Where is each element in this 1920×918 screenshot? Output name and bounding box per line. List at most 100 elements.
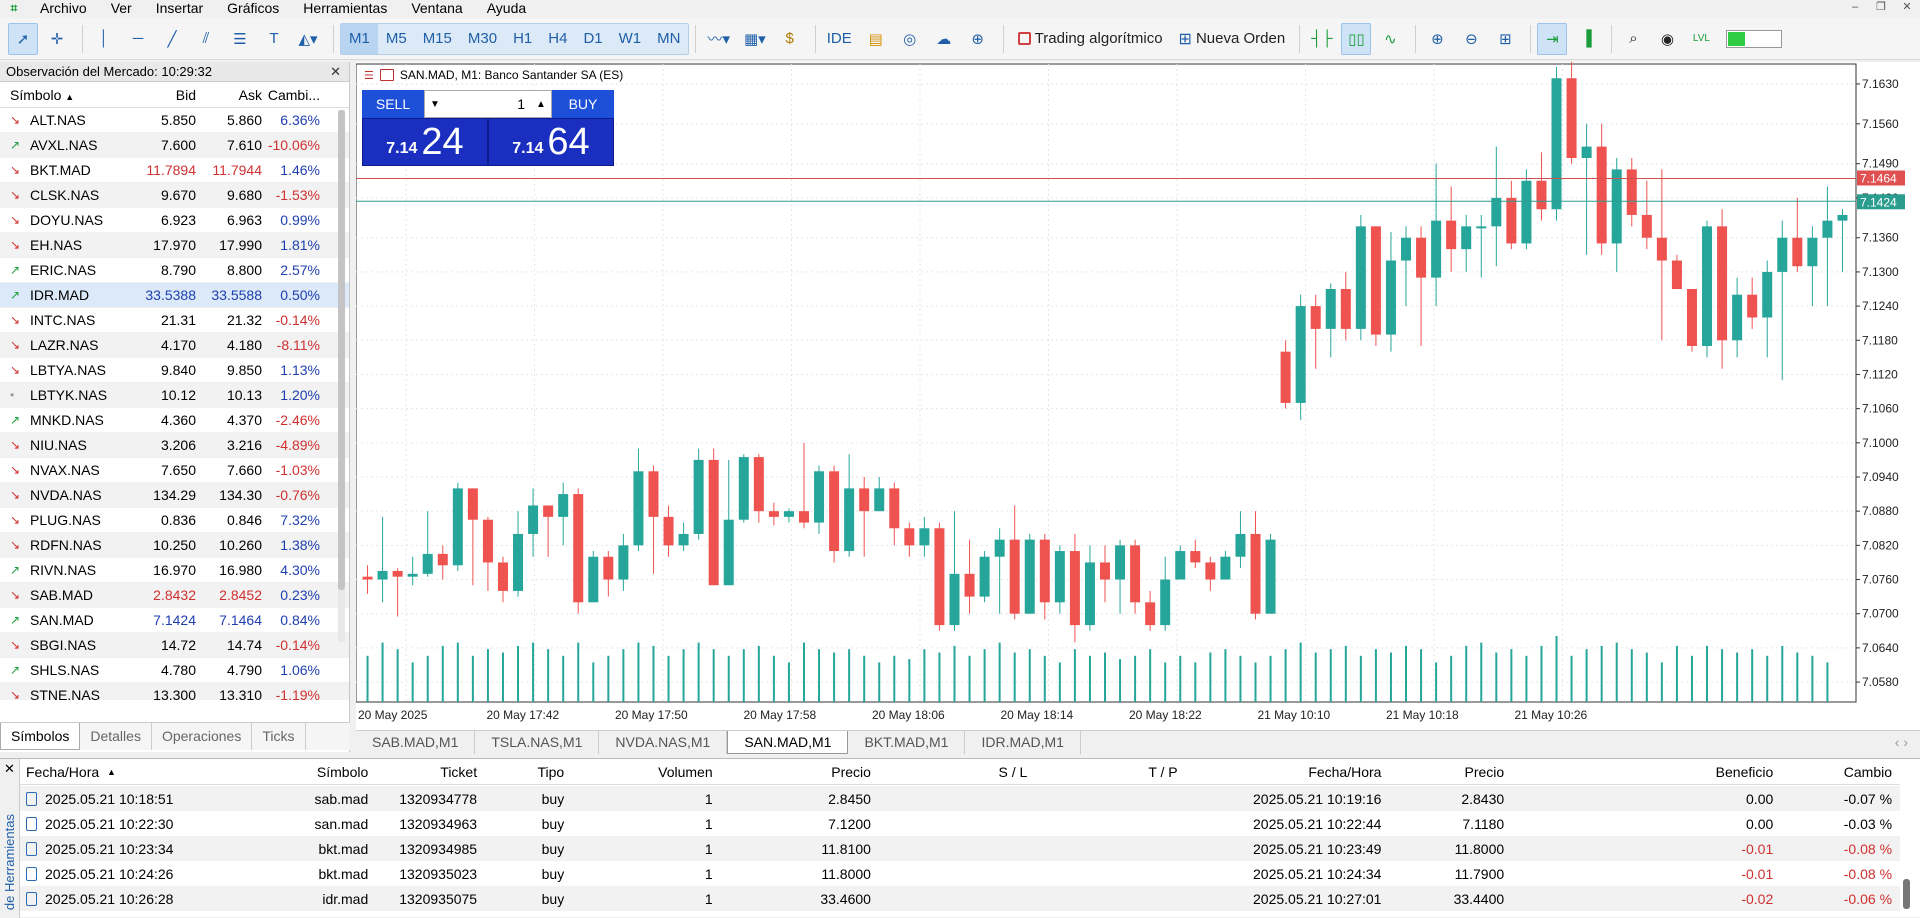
menu-item-2[interactable]: Insertar [155, 0, 204, 16]
market-watch-row[interactable]: ↘ EH.NAS 17.970 17.990 1.81% [0, 233, 349, 258]
market-watch-row[interactable]: ↗ ERIC.NAS 8.790 8.800 2.57% [0, 258, 349, 283]
timeframe-m30-button[interactable]: M30 [467, 30, 498, 47]
market-watch-scrollbar[interactable] [338, 110, 345, 642]
account-icon[interactable]: ◉ [1660, 30, 1674, 48]
volume-stepper[interactable]: ▼ 1 ▲ [424, 90, 552, 118]
tab-0[interactable]: Símbolos [0, 723, 81, 750]
buy-button[interactable]: BUY [552, 90, 614, 118]
market-watch-row[interactable]: ↘ PLUG.NAS 0.836 0.846 7.32% [0, 508, 349, 533]
history-row[interactable]: 2025.05.21 10:26:28 idr.mad 1320935075 buy 1… [20, 886, 1900, 911]
timeframe-m15-button[interactable]: M15 [422, 30, 452, 47]
volume-down-icon[interactable]: ▼ [430, 98, 440, 110]
market-watch-row[interactable]: ↘ CLSK.NAS 9.670 9.680 -1.53% [0, 183, 349, 208]
menu-item-1[interactable]: Ver [110, 0, 132, 16]
timeframe-w1-button[interactable]: W1 [618, 30, 642, 47]
tab-2[interactable]: Operaciones [152, 723, 253, 750]
market-watch-row[interactable]: ↘ INTC.NAS 21.31 21.32 -0.14% [0, 308, 349, 333]
shapes-tool-icon[interactable]: ◭▾ [298, 30, 318, 48]
dollar-icon[interactable]: $ [785, 30, 794, 47]
market-watch-row[interactable]: • LBTYK.NAS 10.12 10.13 1.20% [0, 383, 349, 408]
timeframe-mn-button[interactable]: MN [657, 30, 681, 47]
market-watch-row[interactable]: ↘ NVDA.NAS 134.29 134.30 -0.76% [0, 483, 349, 508]
horizontal-line-icon[interactable]: ─ [132, 30, 144, 47]
zoom-in-icon[interactable]: ⊕ [1431, 30, 1444, 48]
chart-menu-icon[interactable]: ☰ [364, 69, 374, 82]
chart-tab-5[interactable]: IDR.MAD,M1 [965, 731, 1081, 754]
chart-shift-icon[interactable]: ▐ [1581, 30, 1592, 47]
menu-item-6[interactable]: Ayuda [486, 0, 527, 16]
market-bag-icon[interactable]: ▤ [868, 30, 883, 48]
close-icon[interactable]: ✕ [1902, 1, 1912, 13]
chart-tab-0[interactable]: SAB.MAD,M1 [356, 731, 476, 754]
timeframe-m1-button[interactable]: M1 [341, 23, 378, 54]
sell-price-button[interactable]: 7.14 24 [362, 118, 488, 166]
zoom-out-icon[interactable]: ⊖ [1465, 30, 1478, 48]
header-close-date[interactable]: Fecha/Hora [1308, 763, 1382, 780]
history-row[interactable]: 2025.05.21 10:22:30 san.mad 1320934963 buy 1… [20, 811, 1900, 836]
line-chart-icon[interactable]: ∿ [1384, 30, 1397, 48]
buy-price-button[interactable]: 7.14 64 [488, 118, 614, 166]
header-symbol[interactable]: Símbolo [316, 763, 369, 780]
history-scrollbar[interactable] [1903, 879, 1910, 909]
chart-tab-2[interactable]: NVDA.NAS,M1 [599, 731, 728, 754]
history-row[interactable]: 2025.05.21 10:24:26 bkt.mad 1320935023 buy 1… [20, 861, 1900, 886]
market-watch-row[interactable]: ↘ NIU.NAS 3.206 3.216 -4.89% [0, 433, 349, 458]
header-ask[interactable]: Ask [238, 86, 262, 103]
restore-icon[interactable]: ❐ [1876, 1, 1886, 13]
market-watch-row[interactable]: ↘ SBGI.NAS 14.72 14.74 -0.14% [0, 633, 349, 658]
crosshair-tool-icon[interactable]: ✛ [50, 30, 64, 48]
minimize-icon[interactable]: – [1851, 1, 1859, 13]
candle-chart-icon[interactable]: ▯▯ [1341, 22, 1372, 55]
vps-icon[interactable]: ⊕ [971, 30, 984, 48]
menu-item-3[interactable]: Gráficos [227, 0, 280, 16]
market-watch-row[interactable]: ↗ SAN.MAD 7.1424 7.1464 0.84% [0, 608, 349, 633]
market-watch-row[interactable]: ↘ LAZR.NAS 4.170 4.180 -8.11% [0, 333, 349, 358]
chart-tab-1[interactable]: TSLA.NAS,M1 [475, 731, 600, 754]
market-watch-row[interactable]: ↗ SHLS.NAS 4.780 4.790 1.06% [0, 658, 349, 683]
new-order-button[interactable]: ⊞ Nueva Orden [1171, 23, 1294, 55]
candlestick-chart[interactable]: 7.16307.15607.14907.14307.13607.13007.12… [356, 62, 1920, 730]
market-watch-row[interactable]: ↘ LBTYA.NAS 9.840 9.850 1.13% [0, 358, 349, 383]
volume-up-icon[interactable]: ▲ [536, 98, 546, 110]
trend-line-icon[interactable]: ╱ [167, 30, 177, 48]
templates-icon[interactable]: ▦▾ [743, 30, 766, 48]
header-profit[interactable]: Beneficio [1715, 763, 1774, 780]
header-tp[interactable]: T / P [1148, 763, 1178, 780]
fibonacci-tool-icon[interactable]: ☰ [233, 30, 247, 48]
market-watch-row[interactable]: ↘ DOYU.NAS 6.923 6.963 0.99% [0, 208, 349, 233]
header-symbol[interactable]: Símbolo ▲ [0, 87, 132, 103]
header-volume[interactable]: Volumen [658, 763, 713, 780]
history-row[interactable]: 2025.05.21 10:18:51 sab.mad 1320934778 buy 1… [20, 786, 1900, 811]
tile-windows-icon[interactable]: ⊞ [1499, 30, 1512, 48]
close-icon[interactable]: ✕ [330, 64, 341, 79]
header-change[interactable]: Cambi... [267, 86, 320, 103]
signals-icon[interactable]: ◎ [903, 30, 917, 48]
market-watch-row[interactable]: ↗ RIVN.NAS 16.970 16.980 4.30% [0, 558, 349, 583]
chart-window[interactable]: 7.16307.15607.14907.14307.13607.13007.12… [356, 62, 1920, 730]
menu-item-4[interactable]: Herramientas [303, 0, 388, 16]
header-sl[interactable]: S / L [998, 763, 1028, 780]
market-watch-row[interactable]: ↘ RDFN.NAS 10.250 10.260 1.38% [0, 533, 349, 558]
market-watch-row[interactable]: ↗ MNKD.NAS 4.360 4.370 -2.46% [0, 408, 349, 433]
header-bid[interactable]: Bid [175, 86, 196, 103]
scrollbar-thumb[interactable] [338, 110, 345, 590]
menu-item-0[interactable]: Archivo [40, 0, 87, 16]
autoscroll-icon[interactable]: ⇥ [1537, 22, 1568, 55]
header-ticket[interactable]: Ticket [440, 763, 478, 780]
market-watch-row[interactable]: ↗ IDR.MAD 33.5388 33.5588 0.50% [0, 283, 349, 308]
algo-trading-button[interactable]: Trading algorítmico [1010, 23, 1171, 55]
chart-tab-3[interactable]: SAN.MAD,M1 [727, 731, 849, 754]
header-date[interactable]: Fecha/Hora ▲ [20, 764, 218, 780]
header-type[interactable]: Tipo [537, 763, 565, 780]
market-watch-row[interactable]: ↘ STNE.NAS 13.300 13.310 -1.19% [0, 683, 349, 700]
market-watch-row[interactable]: ↘ NVAX.NAS 7.650 7.660 -1.03% [0, 458, 349, 483]
sell-button[interactable]: SELL [362, 90, 424, 118]
search-icon[interactable]: ⌕ [1629, 30, 1638, 47]
channel-tool-icon[interactable]: ⫽ [202, 30, 210, 47]
timeframe-h1-button[interactable]: H1 [513, 30, 533, 47]
cloud-icon[interactable]: ☁ [936, 30, 952, 48]
text-tool-icon[interactable]: T [269, 30, 279, 47]
timeframe-d1-button[interactable]: D1 [583, 30, 603, 47]
close-icon[interactable]: ✕ [4, 761, 15, 776]
history-row[interactable]: 2025.05.21 10:23:34 bkt.mad 1320934985 buy 1… [20, 836, 1900, 861]
